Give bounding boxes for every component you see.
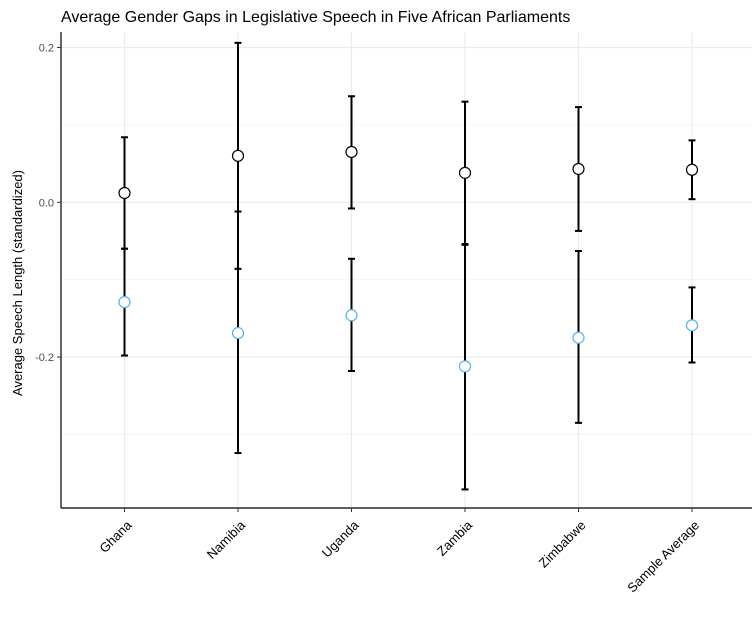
- data-point: [685, 319, 699, 332]
- y-tick-label: -0.2: [35, 352, 54, 364]
- data-point: [458, 166, 472, 179]
- error-bars: [121, 41, 696, 491]
- axes: 0.2 0.0 -0.2 Ghana Namibia Uganda Zambia Zimbab…: [35, 32, 752, 595]
- data-point: [231, 326, 245, 340]
- x-tick-label: Zimbabwe: [536, 518, 589, 571]
- chart-title: Average Gender Gaps in Legislative Speec…: [61, 9, 570, 26]
- grid: [61, 32, 752, 508]
- y-tick-label: 0.2: [39, 42, 54, 54]
- data-point: [118, 296, 131, 309]
- data-point: [231, 149, 245, 162]
- x-tick-label: Zambia: [434, 517, 476, 559]
- data-point: [458, 360, 472, 373]
- x-tick-label: Uganda: [319, 517, 362, 560]
- data-point: [685, 163, 699, 176]
- x-tick-label: Sample Average: [624, 518, 702, 596]
- data-point: [572, 162, 585, 176]
- y-tick-label: 0.0: [39, 197, 54, 209]
- data-point: [572, 331, 585, 344]
- y-axis-label: Average Speech Length (standardized): [10, 170, 25, 396]
- points: [118, 145, 699, 373]
- data-point: [118, 186, 131, 200]
- data-point: [345, 145, 358, 159]
- data-point: [345, 309, 358, 322]
- x-tick-label: Namibia: [204, 517, 249, 562]
- x-tick-label: Ghana: [96, 517, 135, 556]
